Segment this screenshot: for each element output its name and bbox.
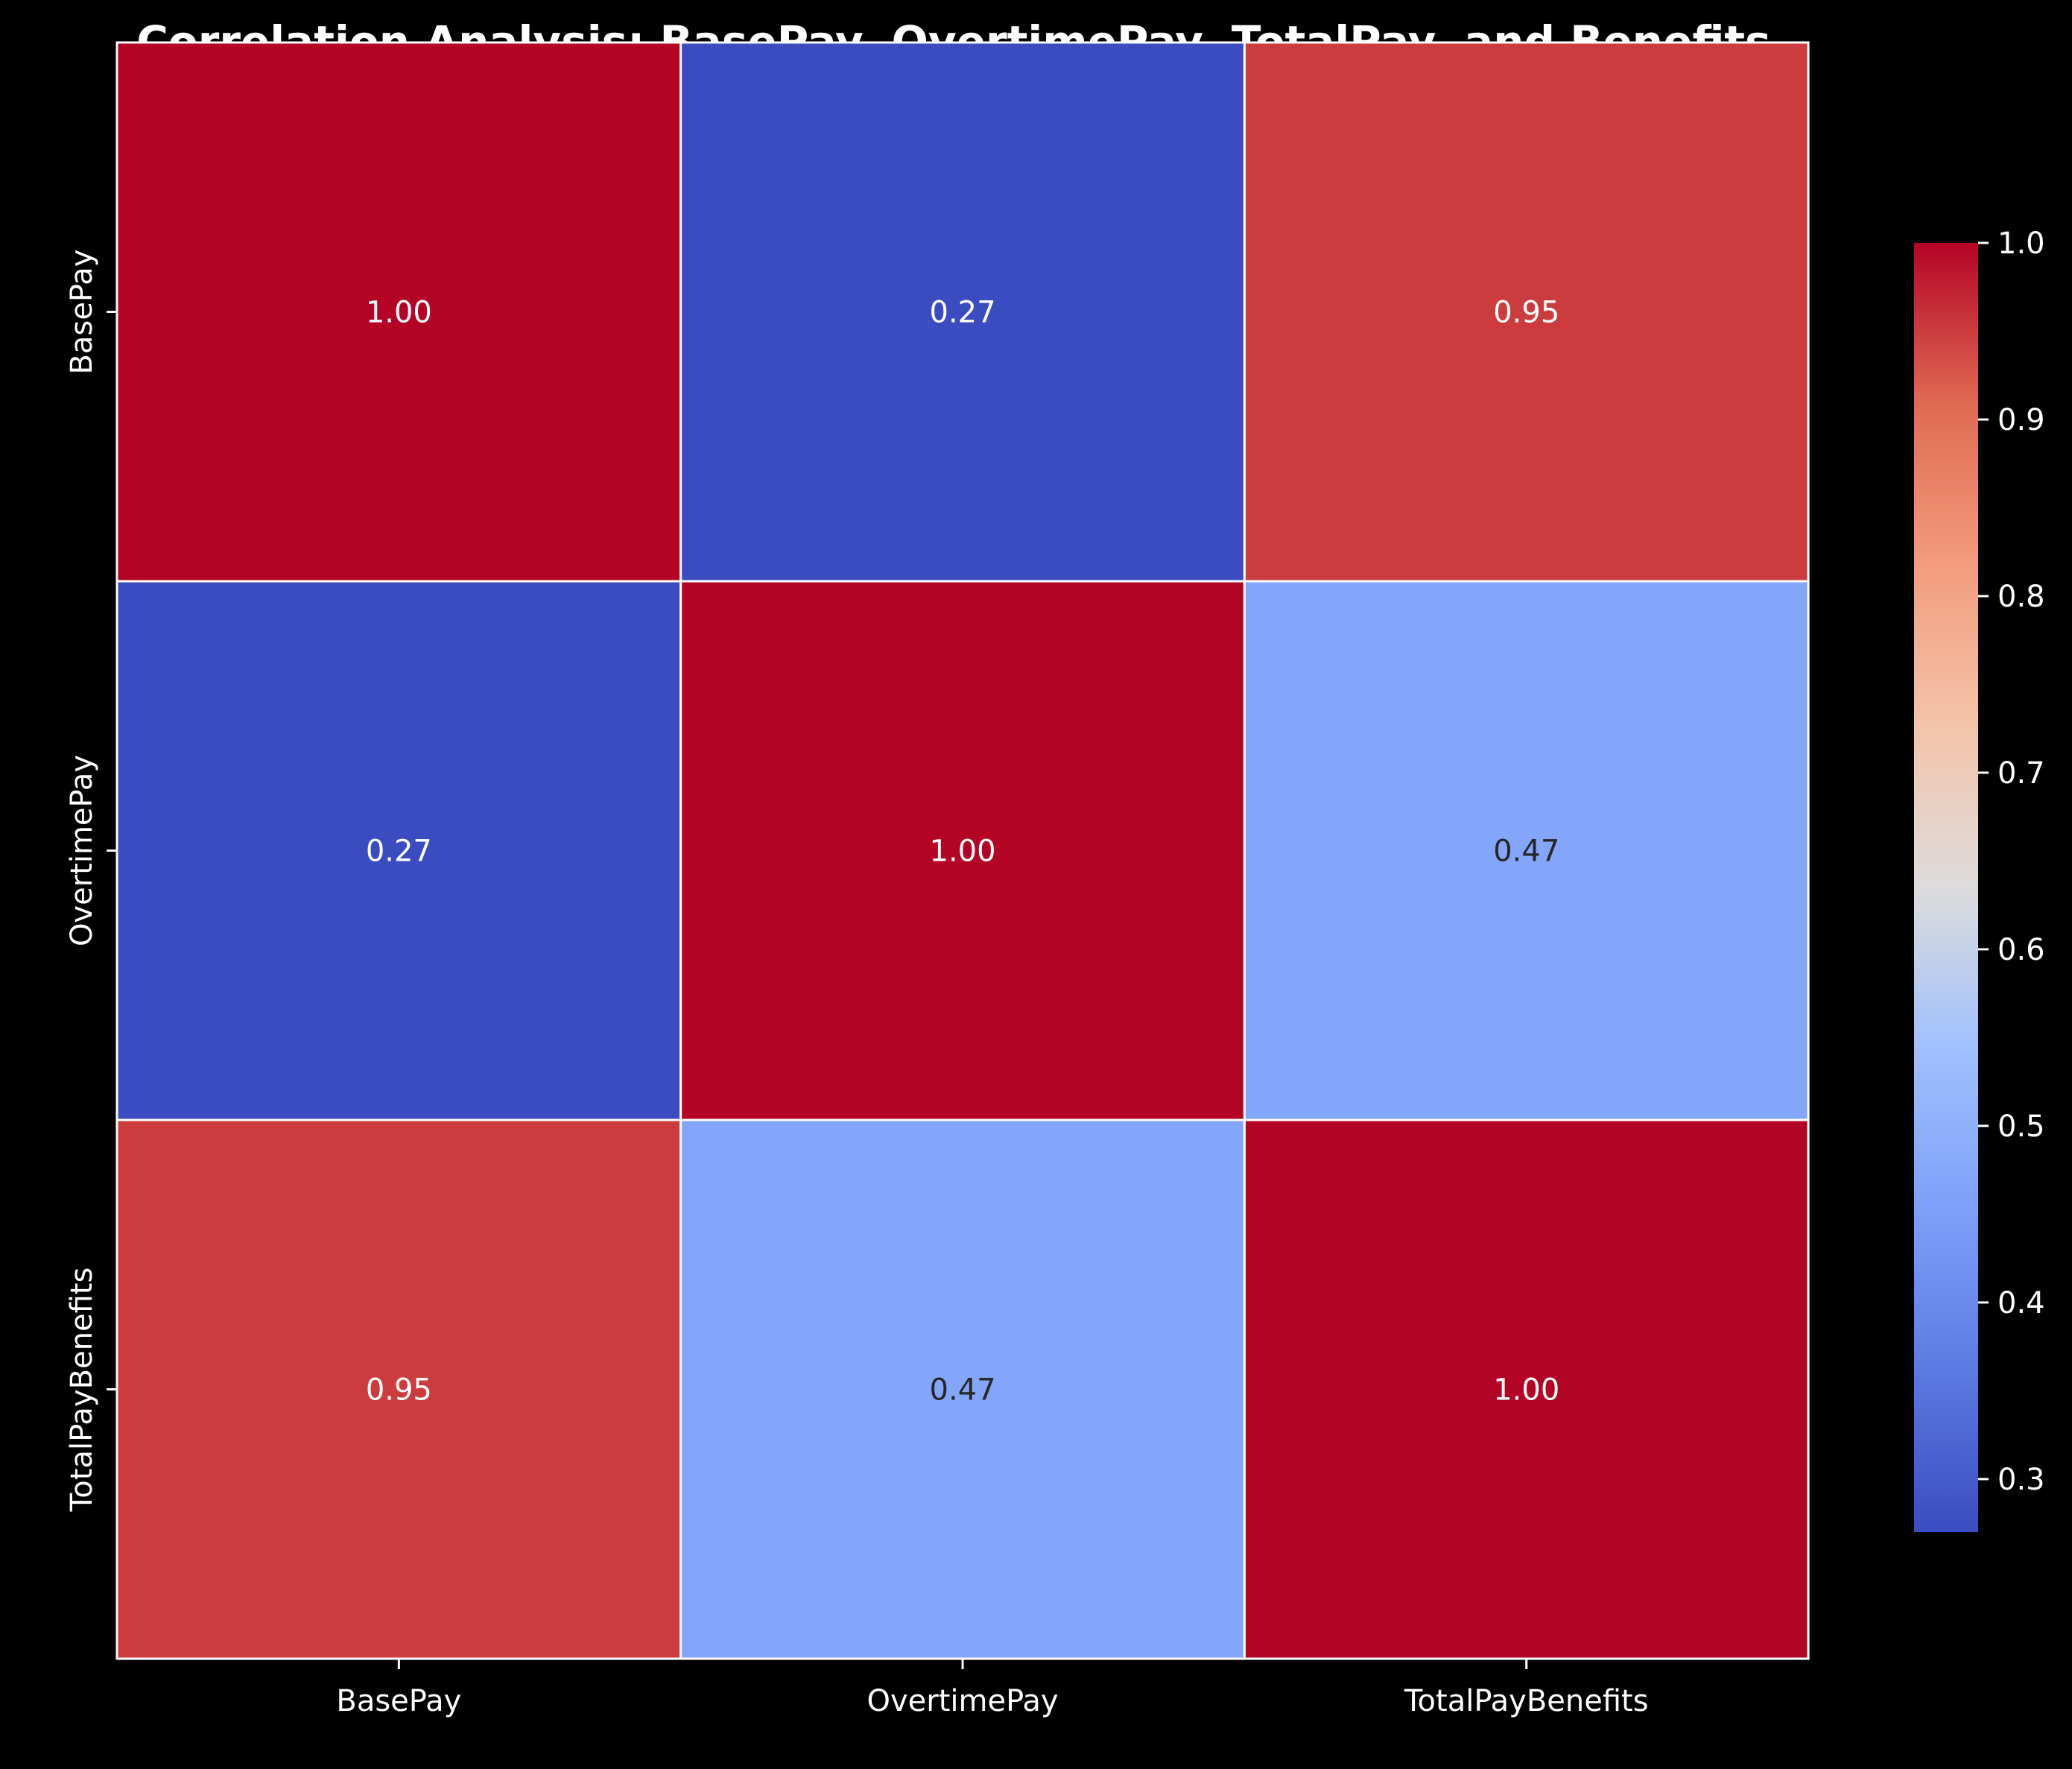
y-tick-label-0: BasePay <box>65 250 99 375</box>
y-axis: BasePay OvertimePay TotalPayBenefits <box>65 250 117 1513</box>
cell-label-0-0: 1.00 <box>366 296 432 330</box>
colorbar-tick-label-0: 0.3 <box>1997 1463 2045 1497</box>
heatmap-cell-2-0 <box>115 1118 682 1660</box>
colorbar-tick-label-6: 0.9 <box>1997 403 2045 437</box>
cell-label-1-1: 1.00 <box>930 835 996 869</box>
cell-label-0-1: 0.27 <box>930 296 996 330</box>
x-tick-label-0: BasePay <box>336 1684 461 1718</box>
colorbar-tick-label-4: 0.7 <box>1997 756 2045 791</box>
x-axis: BasePay OvertimePay TotalPayBenefits <box>336 1659 1649 1718</box>
cell-label-1-2: 0.47 <box>1493 835 1559 869</box>
colorbar-tick-label-1: 0.4 <box>1997 1286 2045 1320</box>
heatmap-cell-labels: 1.00 0.27 0.95 0.27 1.00 0.47 0.95 0.47 1.00 <box>366 296 1559 1408</box>
colorbar-tick-label-3: 0.6 <box>1997 933 2045 967</box>
heatmap-cell-0-1 <box>679 41 1246 583</box>
heatmap-cell-1-0 <box>115 580 682 1121</box>
heatmap-cell-2-2 <box>1243 1118 1810 1660</box>
heatmap-cell-0-0 <box>115 41 682 583</box>
x-tick-label-2: TotalPayBenefits <box>1404 1684 1649 1718</box>
x-tick-label-1: OvertimePay <box>867 1684 1059 1718</box>
colorbar: 0.3 0.4 0.5 0.6 0.7 0.8 0.9 1.0 <box>1914 227 2045 1532</box>
cell-label-1-0: 0.27 <box>366 835 432 869</box>
y-tick-label-1: OvertimePay <box>65 755 99 946</box>
colorbar-tick-label-7: 1.0 <box>1997 227 2045 261</box>
colorbar-tick-label-2: 0.5 <box>1997 1110 2045 1144</box>
heatmap-cells <box>115 41 1810 1660</box>
cell-label-0-2: 0.95 <box>1493 296 1559 330</box>
colorbar-gradient <box>1914 243 1978 1532</box>
colorbar-tick-label-5: 0.8 <box>1997 580 2045 614</box>
cell-label-2-2: 1.00 <box>1493 1373 1559 1408</box>
heatmap-cell-0-2 <box>1243 41 1810 583</box>
heatmap-cell-2-1 <box>679 1118 1246 1660</box>
heatmap-cell-1-2 <box>1243 580 1810 1121</box>
cell-label-2-0: 0.95 <box>366 1373 432 1408</box>
cell-label-2-1: 0.47 <box>930 1373 996 1408</box>
y-tick-label-2: TotalPayBenefits <box>65 1268 99 1513</box>
